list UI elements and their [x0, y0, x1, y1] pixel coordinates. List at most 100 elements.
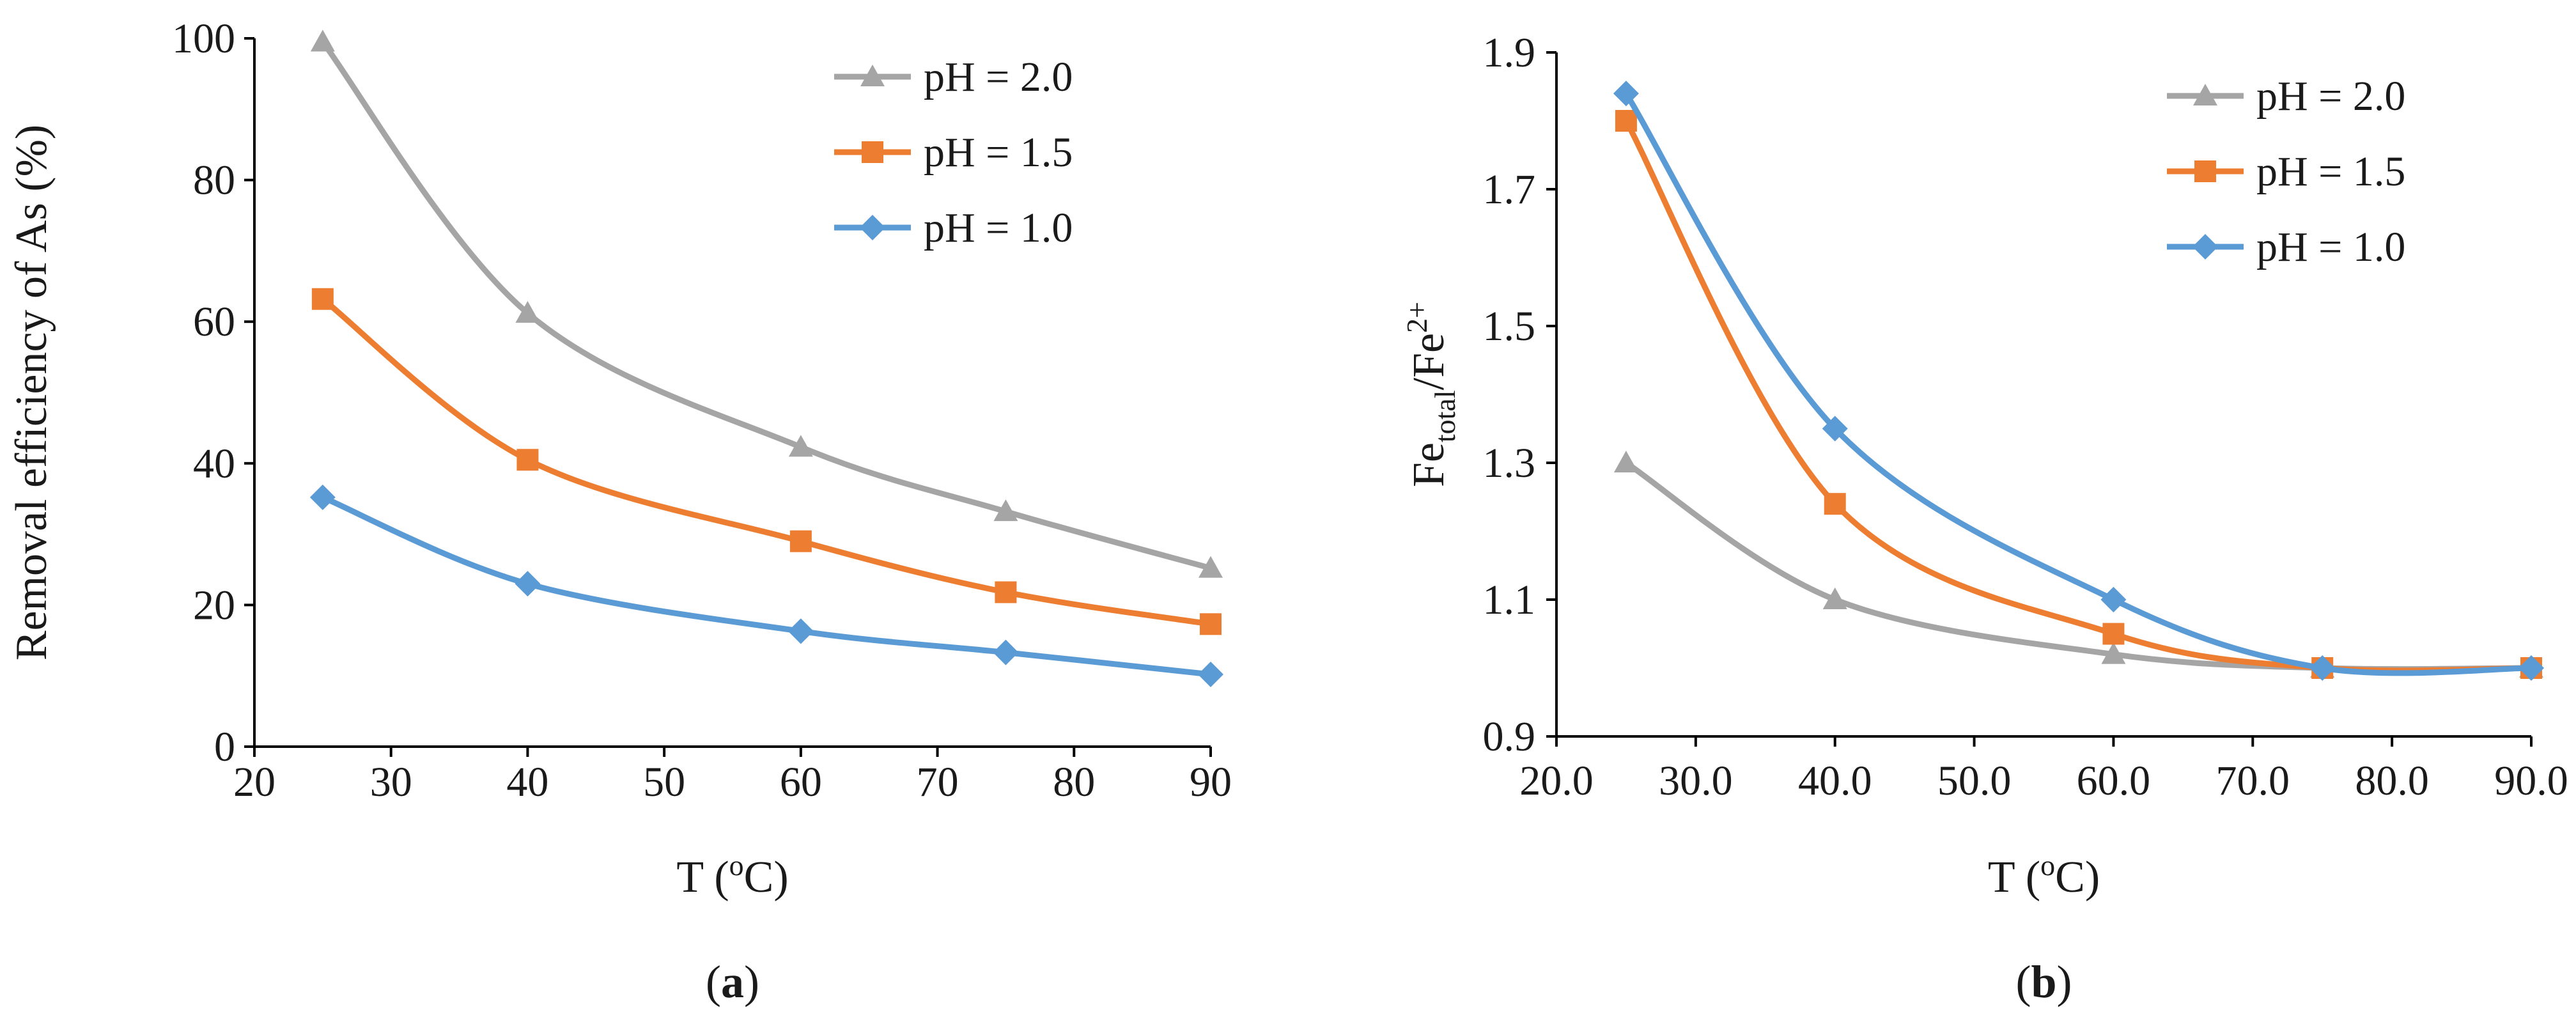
- data-point-marker: [1199, 556, 1223, 578]
- data-point-marker: [310, 29, 335, 52]
- legend-swatch-marker: [2194, 160, 2216, 182]
- y-tick-label: 80: [193, 157, 235, 204]
- panel-label: (b): [2015, 956, 2072, 1007]
- x-tick-label: 60.0: [2077, 758, 2151, 804]
- x-tick-label: 80: [1053, 759, 1095, 805]
- x-tick-label: 90: [1190, 759, 1232, 805]
- y-tick-label: 1.3: [1483, 440, 1536, 486]
- data-point-marker: [788, 435, 813, 457]
- panel-letter: a: [721, 956, 744, 1007]
- x-tick-label: 50: [643, 759, 685, 805]
- series-line: [1623, 118, 2534, 674]
- y-tick-label: 1.9: [1483, 29, 1536, 76]
- data-point-marker: [515, 571, 541, 597]
- series-line: [320, 494, 1214, 678]
- x-tick-label: 50.0: [1937, 758, 2012, 804]
- data-point-marker: [2102, 623, 2125, 645]
- legend-item: pH = 2.0: [2167, 73, 2405, 120]
- x-tick-label: 90.0: [2494, 758, 2568, 804]
- x-tick-label: 30: [370, 759, 412, 805]
- series-2: [1613, 81, 2544, 681]
- x-axis-title-unit: C): [744, 853, 789, 902]
- y-tick-label: 60: [193, 299, 235, 345]
- y-axis-title-text: Removal efficiency of As (%): [7, 125, 56, 660]
- data-point-marker: [1613, 81, 1639, 107]
- legend-swatch-marker: [860, 65, 885, 86]
- x-axis-title: T (oC): [676, 849, 788, 902]
- legend-label: pH = 1.0: [2256, 224, 2405, 270]
- x-tick-label: 70.0: [2216, 758, 2290, 804]
- x-tick-label: 40: [506, 759, 548, 805]
- x-axis-title-superscript: o: [2040, 849, 2055, 882]
- y-tick-label: 1.1: [1483, 577, 1536, 623]
- x-axis-title-unit: C): [2055, 853, 2100, 902]
- data-point-marker: [789, 530, 812, 552]
- data-point-marker: [1615, 110, 1637, 132]
- y-axis-title: Fetotal/Fe2+: [1401, 302, 1461, 487]
- x-tick-label: 70: [917, 759, 959, 805]
- x-tick-label: 40.0: [1798, 758, 1872, 804]
- x-axis-title: T (oC): [1988, 849, 2100, 902]
- y-tick-label: 20: [193, 582, 235, 628]
- panel-label: (a): [706, 956, 759, 1007]
- data-point-marker: [515, 300, 540, 323]
- y-axis-title-subscript: total: [1429, 390, 1461, 442]
- y-tick-label: 0.9: [1483, 713, 1536, 760]
- series-1: [1615, 110, 2542, 679]
- data-point-marker: [311, 288, 334, 310]
- series-line: [1623, 460, 2534, 672]
- legend-item: pH = 1.5: [834, 129, 1073, 176]
- legend-swatch-marker: [860, 215, 885, 240]
- y-axis-title-superscript: 2+: [1401, 302, 1433, 333]
- y-tick-label: 40: [193, 440, 235, 487]
- legend-item: pH = 1.5: [2167, 148, 2405, 195]
- y-tick-label: 100: [172, 15, 235, 62]
- x-axis-title-text: T (: [676, 853, 729, 902]
- x-axis-title-text: T (: [1988, 853, 2040, 902]
- legend-label: pH = 2.0: [2256, 73, 2405, 120]
- x-tick-label: 60: [780, 759, 822, 805]
- series-1: [311, 288, 1222, 635]
- data-point-marker: [1613, 451, 1638, 472]
- data-point-marker: [1824, 493, 1846, 515]
- data-point-marker: [2518, 655, 2544, 681]
- legend: pH = 2.0 pH = 1.5 pH = 1.0: [2167, 73, 2405, 270]
- data-point-marker: [995, 581, 1017, 603]
- legend-swatch-marker: [862, 141, 883, 163]
- series-0: [310, 29, 1223, 578]
- data-point-marker: [516, 449, 539, 471]
- legend-item: pH = 2.0: [834, 54, 1073, 100]
- data-point-marker: [2100, 587, 2127, 612]
- y-tick-label: 1.5: [1483, 303, 1536, 350]
- x-tick-label: 30.0: [1659, 758, 1733, 804]
- panel-letter: b: [2031, 956, 2056, 1007]
- chart-panel-b: 0.9 1.1 1.3 1.5 1.7 1.9 20.0 30.0 40.0 50.0 60.0 70…: [1401, 29, 2568, 1007]
- data-point-marker: [1822, 587, 1847, 609]
- data-point-marker: [1200, 613, 1222, 635]
- x-tick-label: 20.0: [1519, 758, 1594, 804]
- y-tick-label: 0: [214, 724, 235, 770]
- series-line: [320, 296, 1214, 627]
- x-tick-label: 80.0: [2355, 758, 2429, 804]
- legend-item: pH = 1.0: [2167, 224, 2405, 270]
- series-line: [320, 39, 1214, 571]
- series-0: [1613, 451, 2543, 678]
- series-2: [309, 484, 1223, 687]
- legend-swatch-marker: [2193, 84, 2217, 105]
- x-axis-title-superscript: o: [729, 849, 744, 882]
- data-point-marker: [2309, 655, 2336, 681]
- data-point-marker: [2101, 642, 2126, 664]
- legend-label: pH = 2.0: [924, 54, 1073, 100]
- legend-label: pH = 1.5: [2256, 148, 2405, 195]
- data-point-marker: [309, 484, 336, 510]
- legend-label: pH = 1.5: [924, 129, 1073, 176]
- legend-item: pH = 1.0: [834, 205, 1073, 251]
- y-axis-title: Removal efficiency of As (%): [7, 125, 56, 660]
- legend-label: pH = 1.0: [924, 205, 1073, 251]
- data-point-marker: [1198, 661, 1223, 687]
- data-point-marker: [1822, 416, 1848, 442]
- data-point-marker: [788, 618, 814, 644]
